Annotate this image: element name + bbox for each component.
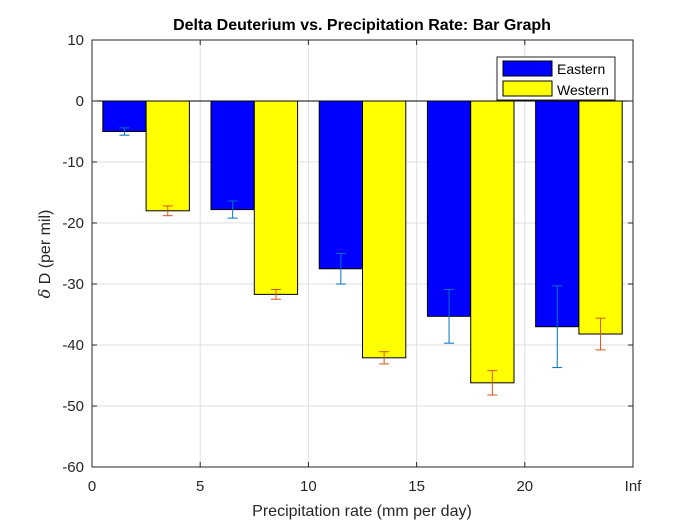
y-tick-label: -20 [62,215,84,232]
plot-frame [91,39,634,468]
bar-western [362,100,407,359]
bar-eastern [318,100,363,270]
y-tick-label: -10 [62,154,84,171]
legend: Eastern Western [496,56,616,101]
y-tick-label: -50 [62,398,84,415]
y-tick-label: 10 [67,32,84,49]
bars [92,100,633,384]
y-tick-label: -40 [62,337,84,354]
bar-western [253,100,299,295]
x-tick-label: 0 [88,478,96,495]
y-axis-title-text: D (per mil) [37,210,54,289]
y-tick-label: -60 [62,459,84,476]
y-tick-label: -30 [62,276,84,293]
legend-label-eastern: Eastern [557,61,605,77]
chart-title: Delta Deuterium vs. Precipitation Rate: … [173,17,551,34]
bar-eastern [102,100,147,132]
legend-swatch-eastern [502,60,553,77]
bar-western [578,100,623,335]
x-tick-label: 15 [408,478,425,495]
y-tick-label: 0 [76,93,84,110]
x-axis-title: Precipitation rate (mm per day) [252,503,472,520]
x-tick-label: 5 [196,478,204,495]
bar-eastern [426,100,472,317]
bar-western [145,100,190,212]
tick-labels: 0 5 10 15 20 Inf 10 0 -10 -20 -30 -40 -50 -60 [62,32,642,495]
x-tick-label: Inf [625,478,643,495]
x-tick-label: 20 [516,478,533,495]
y-axis-title: δ D (per mil) [35,210,54,299]
legend-label-western: Western [557,82,609,98]
error-bars [119,127,606,396]
legend-swatch-western [502,80,553,97]
bar-western [470,100,515,384]
x-tick-label: 10 [300,478,317,495]
bar-eastern [210,100,255,211]
y-axis-title-symbol: δ [35,289,54,299]
